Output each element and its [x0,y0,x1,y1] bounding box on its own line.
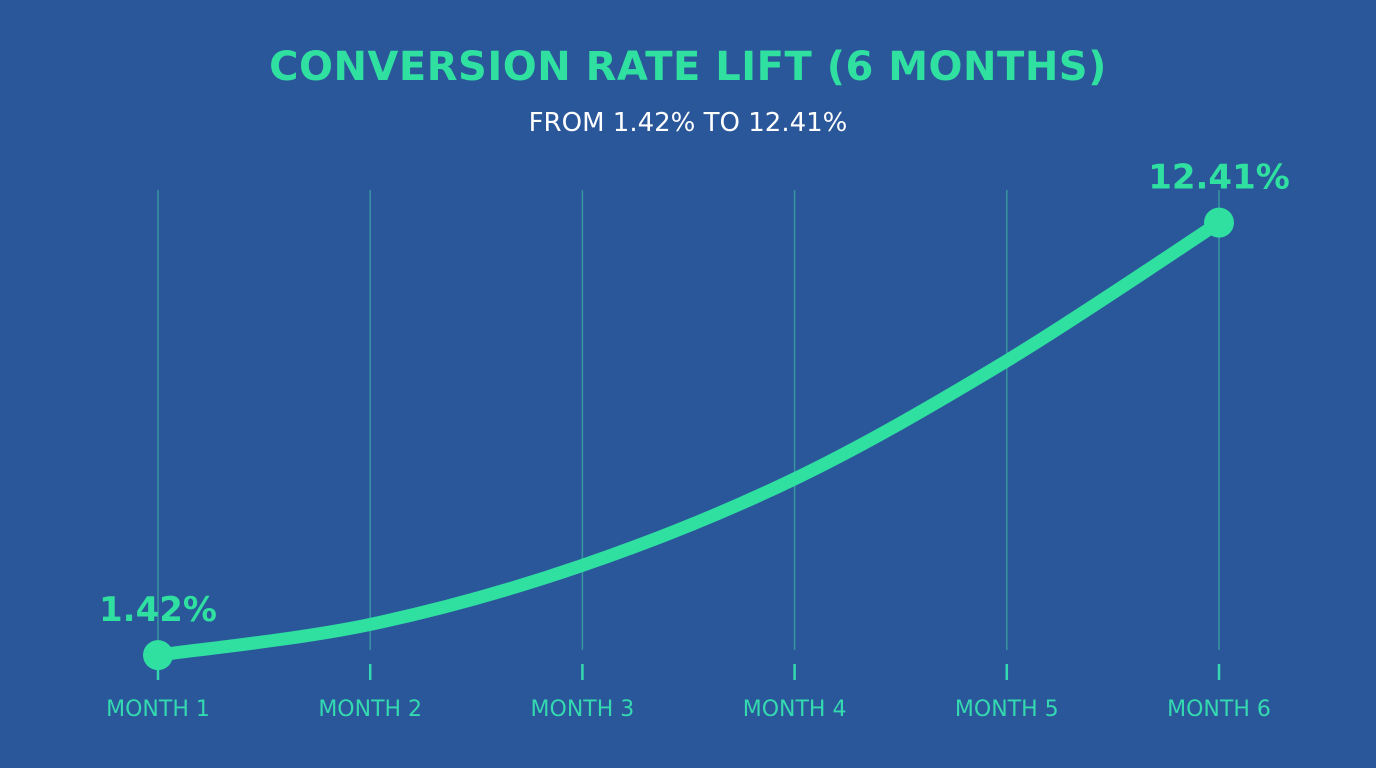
x-axis: MONTH 1 MONTH 2 MONTH 3 MONTH 4 MONTH 5 MONTH… [106,664,1271,722]
series-line [151,216,1226,662]
data-label: 1.42% [99,590,217,630]
data-point-marker [1204,207,1234,238]
data-point-marker [143,640,173,671]
x-tick-label: MONTH 4 [743,697,847,722]
data-label: 12.41% [1148,158,1290,198]
grid-lines [157,190,1220,650]
data-labels: 1.42% 12.41% [99,158,1290,630]
x-tick-label: MONTH 5 [955,697,1059,722]
x-tick-label: MONTH 6 [1167,697,1271,722]
x-tick-label: MONTH 1 [106,697,210,722]
chart-subtitle: FROM 1.42% TO 12.41% [528,108,848,138]
x-tick-label: MONTH 3 [531,697,635,722]
series [143,207,1234,671]
chart-title: CONVERSION RATE LIFT (6 MONTHS) [269,44,1107,90]
x-tick-label: MONTH 2 [318,697,422,722]
